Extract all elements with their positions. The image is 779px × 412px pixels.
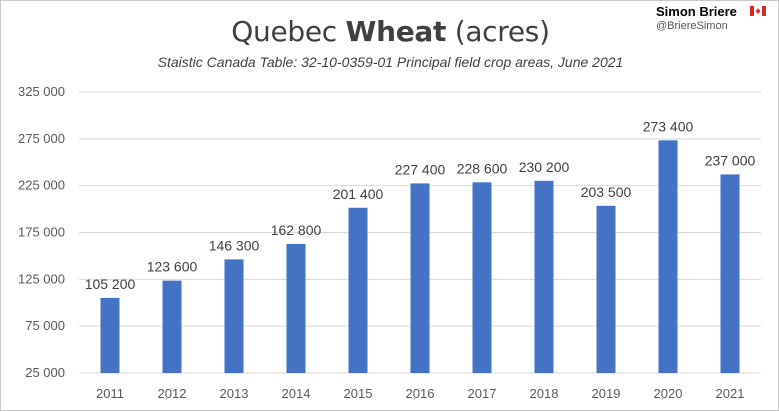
bar-2020 (658, 140, 678, 373)
title-part-1: Quebec (231, 15, 346, 48)
x-tick-label: 2014 (282, 386, 311, 401)
title-part-2: (acres) (446, 15, 550, 48)
x-tick-label: 2013 (220, 386, 249, 401)
y-axis-ticks: 25 000 75 000 125 000 175 000 225 000 275 000… (18, 84, 65, 380)
data-label: 123 600 (147, 259, 198, 275)
y-tick-label: 175 000 (18, 225, 65, 240)
data-label: 228 600 (457, 160, 508, 176)
y-tick-label: 225 000 (18, 178, 65, 193)
data-label: 227 400 (395, 161, 446, 177)
x-tick-label: 2012 (158, 386, 187, 401)
x-tick-label: 2018 (530, 386, 559, 401)
x-tick-label: 2019 (592, 386, 621, 401)
data-label: 201 400 (333, 186, 384, 202)
data-label: 203 500 (581, 184, 632, 200)
x-tick-label: 2017 (468, 386, 497, 401)
bar-2015 (348, 207, 368, 373)
x-tick-label: 2016 (406, 386, 435, 401)
bars (100, 140, 740, 373)
bar-2016 (410, 183, 430, 373)
y-tick-label: 75 000 (25, 318, 65, 333)
data-label: 230 200 (519, 159, 570, 175)
bar-2014 (286, 243, 306, 373)
data-label: 105 200 (85, 276, 136, 292)
canada-flag-icon (750, 6, 766, 16)
x-tick-label: 2021 (716, 386, 745, 401)
x-tick-label: 2020 (654, 386, 683, 401)
data-label: 273 400 (643, 118, 694, 134)
gridlines (79, 91, 761, 374)
author-handle: @BriereSimon (656, 20, 728, 32)
y-tick-label: 25 000 (25, 365, 65, 380)
title-bold-part: Wheat (345, 15, 447, 48)
y-tick-label: 325 000 (18, 84, 65, 99)
y-tick-label: 125 000 (18, 271, 65, 286)
bar-2019 (596, 205, 616, 373)
bar-2012 (162, 280, 182, 373)
author-block: Simon Briere @BriereSimon (656, 4, 766, 32)
x-axis-ticks: 2011 2012 2013 2014 2015 2016 2017 2018 2019 2020… (96, 386, 744, 401)
author-name: Simon Briere (656, 4, 737, 19)
x-tick-label: 2011 (96, 386, 124, 401)
bar-2018 (534, 180, 554, 373)
y-tick-label: 275 000 (18, 131, 65, 146)
chart-title: Quebec Wheat (acres) (1, 15, 779, 48)
bar-2013 (224, 259, 244, 373)
x-tick-label: 2015 (344, 386, 373, 401)
data-label: 162 800 (271, 222, 322, 238)
data-label: 237 000 (705, 152, 756, 168)
data-labels: 105 200 123 600 146 300 162 800 201 400 227 4… (85, 118, 756, 292)
bar-2021 (720, 174, 740, 373)
chart-subtitle: Staistic Canada Table: 32-10-0359-01 Pri… (157, 54, 624, 70)
bar-2017 (472, 182, 492, 373)
data-label: 146 300 (209, 237, 260, 253)
bar-2011 (100, 297, 120, 373)
